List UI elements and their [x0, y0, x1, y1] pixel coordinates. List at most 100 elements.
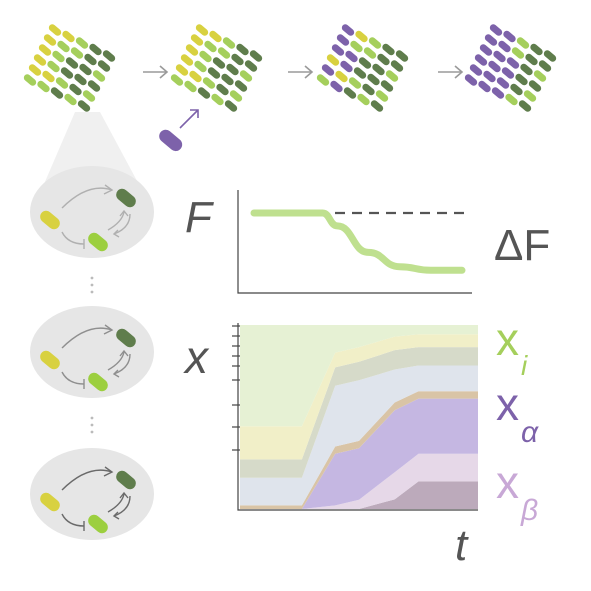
cell — [77, 100, 91, 112]
right-arrow-icon — [438, 65, 464, 79]
right-arrow-icon — [288, 65, 314, 79]
invader-beta-label: xβ — [496, 456, 538, 527]
inhibition-arrow — [61, 371, 85, 385]
right-arrow-icon — [143, 65, 169, 79]
cell — [525, 53, 538, 66]
cell — [321, 64, 335, 76]
interaction-network-column — [30, 166, 154, 540]
cell — [501, 67, 515, 79]
interaction-network — [30, 448, 154, 540]
cell — [390, 60, 404, 72]
cell — [184, 80, 197, 93]
cell — [234, 80, 248, 92]
cell — [345, 50, 358, 63]
arrow-head — [112, 229, 120, 238]
cell — [503, 30, 516, 43]
cell — [326, 54, 340, 66]
cell — [353, 67, 367, 79]
cell — [190, 34, 204, 46]
cell — [216, 83, 229, 96]
cell — [229, 90, 243, 102]
cell — [102, 50, 116, 62]
delta-fitness-label: ΔF — [494, 221, 550, 270]
cell — [57, 40, 70, 53]
cell — [370, 100, 384, 112]
arrow-head — [103, 466, 114, 477]
cell — [50, 87, 64, 99]
cell — [484, 34, 498, 46]
cell — [355, 30, 368, 43]
area-invader-beta-dark — [240, 481, 478, 509]
cell — [189, 70, 202, 83]
cell — [385, 70, 399, 82]
cell — [340, 60, 353, 73]
cell — [357, 93, 370, 106]
cell — [506, 57, 520, 69]
cell — [175, 64, 189, 76]
dark-green-cell — [116, 470, 136, 490]
fitness-label: F — [185, 193, 214, 242]
cell — [469, 64, 483, 76]
cell — [530, 43, 543, 56]
cell — [92, 70, 106, 82]
cell — [510, 83, 523, 96]
fitness-curve — [250, 209, 466, 274]
abundance-panel: x t xi xα xβ — [183, 313, 539, 570]
cell — [42, 70, 55, 83]
cell — [498, 40, 511, 53]
area-resident-light-green — [240, 325, 478, 427]
cell — [62, 30, 75, 43]
cell — [75, 37, 89, 49]
activation-arrow — [61, 187, 113, 209]
cell — [97, 60, 111, 72]
cell — [23, 74, 37, 86]
mutual-arrow — [107, 351, 125, 371]
arrow-head — [119, 491, 129, 499]
cell — [207, 67, 221, 79]
light-green-cell — [88, 372, 108, 392]
cell — [48, 24, 62, 36]
abundance-axes — [237, 323, 478, 511]
colony — [170, 24, 263, 112]
cell — [211, 93, 224, 106]
cell — [197, 87, 211, 99]
yellow-cell — [40, 492, 60, 512]
abundance-stacked-area — [240, 325, 478, 509]
cell — [478, 80, 491, 93]
cell — [331, 44, 345, 56]
cell — [37, 80, 50, 93]
cell — [60, 67, 74, 79]
fitness-panel: F ΔF — [185, 190, 550, 294]
cell — [363, 47, 377, 59]
cell — [518, 100, 532, 112]
cell — [231, 53, 244, 66]
area-resident-dark-green — [240, 347, 478, 478]
cell — [74, 73, 87, 86]
cell — [217, 47, 231, 59]
colony — [316, 24, 409, 112]
ellipsis-dots-icon — [90, 276, 94, 294]
cell — [375, 90, 389, 102]
cell — [382, 43, 395, 56]
cell — [185, 44, 199, 56]
cell — [350, 40, 363, 53]
cell — [33, 54, 47, 66]
light-green-cell — [88, 514, 108, 534]
invader-arrow-icon — [179, 109, 199, 129]
cell — [28, 64, 42, 76]
arrow-head — [112, 511, 120, 520]
cell — [368, 37, 382, 49]
abundance-ticks — [232, 325, 240, 451]
dark-green-cell — [116, 328, 136, 348]
cell — [202, 77, 216, 89]
cell — [367, 73, 380, 86]
yellow-cell — [40, 210, 60, 230]
cell — [479, 44, 493, 56]
cell — [55, 77, 69, 89]
cell — [244, 60, 258, 72]
invader-cell — [159, 129, 183, 152]
invader-alpha-label: xα — [496, 378, 539, 449]
interaction-network — [30, 306, 154, 398]
cell — [358, 57, 372, 69]
cell — [543, 50, 557, 62]
